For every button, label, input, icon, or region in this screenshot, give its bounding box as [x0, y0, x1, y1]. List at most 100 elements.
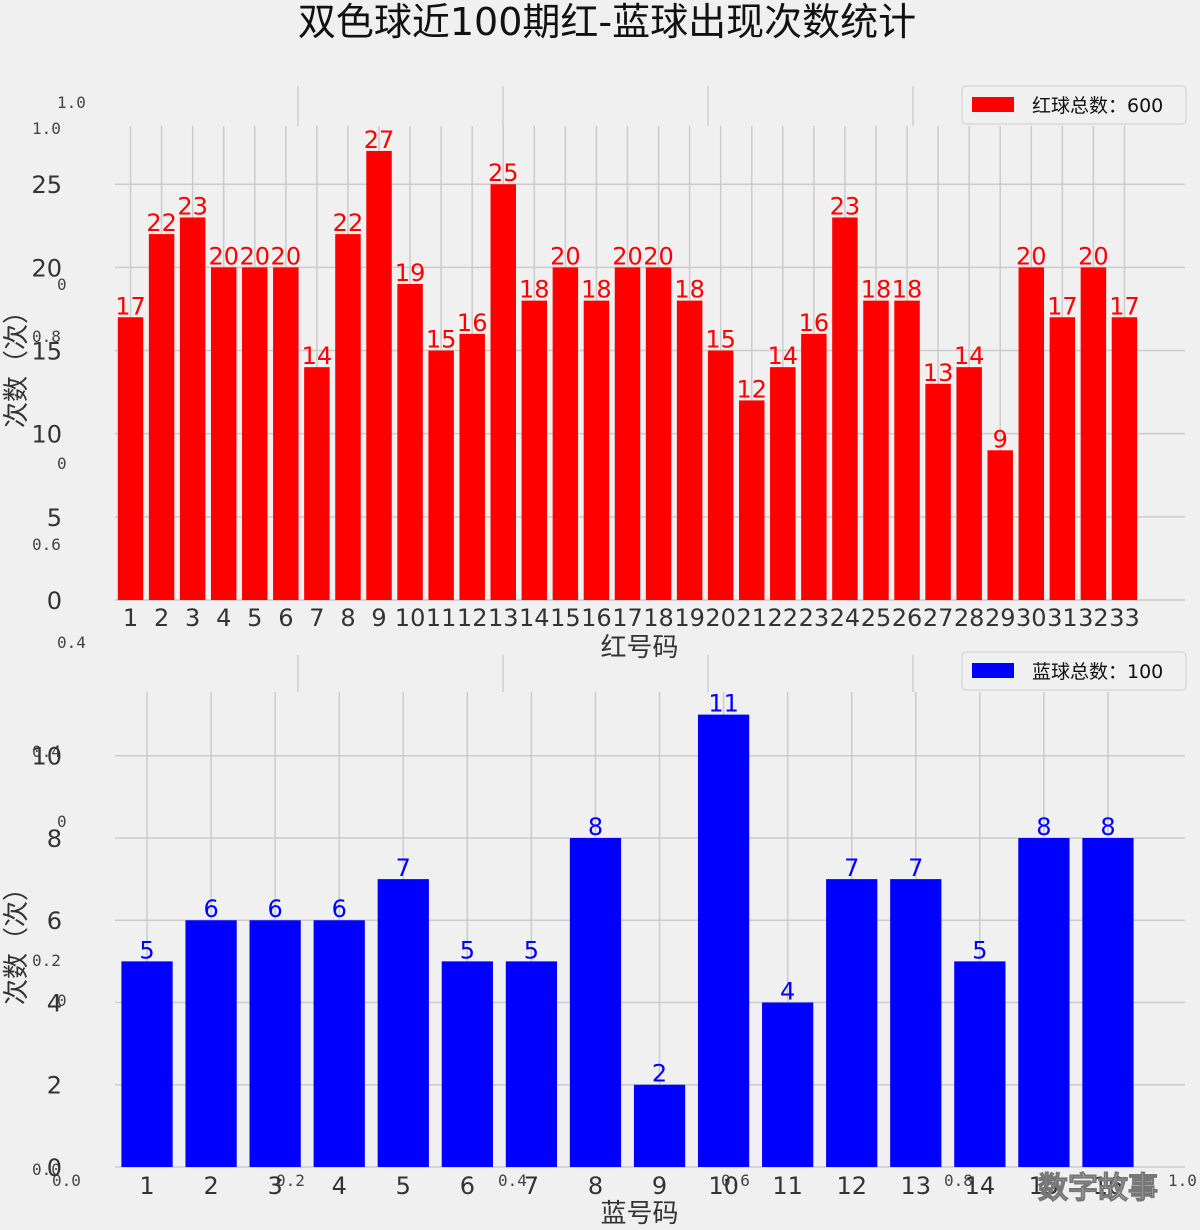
bar	[645, 267, 672, 600]
data-label: 5	[972, 936, 987, 964]
data-label: 15	[705, 326, 736, 354]
ghost-left-label: 0.2	[32, 951, 61, 970]
x-tick-label: 2	[203, 1172, 218, 1200]
ghost-left-label: 0.6	[32, 535, 61, 554]
x-tick-label: 32	[1078, 604, 1109, 632]
y-tick-label: 15	[31, 338, 62, 366]
legend: 红球总数：600	[961, 85, 1187, 125]
data-label: 12	[736, 375, 767, 403]
x-tick-label: 12	[836, 1172, 867, 1200]
data-label: 17	[1109, 292, 1140, 320]
data-label: 20	[239, 242, 270, 270]
ghost-left-label: 0.4	[32, 742, 61, 761]
bar	[954, 961, 1006, 1167]
legend-swatch	[972, 663, 1014, 678]
x-tick-label: 4	[332, 1172, 347, 1200]
bar	[304, 367, 330, 600]
bar	[890, 879, 942, 1167]
data-label: 18	[892, 276, 923, 304]
bar	[925, 383, 951, 600]
x-tick-label: 31	[1047, 604, 1078, 632]
ghost-left-label: 0.0	[32, 1160, 61, 1179]
x-tick-label: 21	[736, 604, 767, 632]
data-label: 20	[550, 242, 581, 270]
data-label: 27	[364, 126, 395, 154]
ghost-left-label: 0	[57, 454, 67, 473]
y-tick-label: 20	[31, 254, 62, 282]
bar	[863, 300, 889, 600]
legend: 蓝球总数：100	[961, 651, 1187, 691]
bar	[441, 961, 493, 1167]
background-ghost-axis: 1.0 1.0 0 0.8 0 0.6 0.4 0.4 0 0.2 0 0.0 …	[32, 86, 1197, 1190]
x-tick-label: 3	[185, 604, 200, 632]
bar	[505, 961, 558, 1167]
bar	[273, 267, 299, 600]
data-label: 5	[524, 936, 539, 964]
x-tick-label: 23	[799, 604, 830, 632]
x-tick-label: 13	[488, 604, 519, 632]
x-tick-label: 18	[643, 604, 674, 632]
legend-box	[961, 651, 1187, 691]
x-tick-label: 5	[247, 604, 262, 632]
bar	[377, 879, 429, 1167]
bar	[148, 234, 175, 600]
data-label: 22	[333, 209, 364, 237]
x-tick-label: 10	[395, 604, 426, 632]
blue-ball-chart: 0246810516263647556578829111041171271351…	[2, 651, 1187, 1229]
y-tick-label: 25	[31, 171, 62, 199]
bars	[117, 150, 1138, 601]
bar	[428, 350, 454, 600]
bar	[894, 300, 920, 600]
data-label: 18	[674, 276, 705, 304]
bar	[801, 333, 827, 600]
y-tick-label: 2	[47, 1072, 62, 1100]
data-label: 6	[268, 895, 283, 923]
bar	[832, 217, 858, 600]
bar	[1080, 267, 1107, 600]
legend-box	[961, 85, 1187, 125]
bar	[366, 150, 392, 600]
x-tick-label: 17	[612, 604, 643, 632]
x-tick-label: 7	[524, 1172, 539, 1200]
x-tick-label: 30	[1016, 604, 1047, 632]
bar	[459, 333, 485, 600]
data-label: 14	[302, 342, 333, 370]
x-tick-label: 27	[923, 604, 954, 632]
bar	[569, 837, 622, 1167]
data-label: 19	[395, 259, 426, 287]
x-tick-label: 1	[123, 604, 138, 632]
bar	[313, 920, 365, 1167]
chart-title: 双色球近100期红-蓝球出现次数统计	[298, 0, 916, 44]
data-label: 4	[780, 977, 795, 1005]
data-label: 23	[830, 192, 861, 220]
bar	[490, 184, 516, 601]
watermark: 数字故事	[1038, 1171, 1158, 1206]
ghost-left-label: 1.0	[32, 119, 61, 138]
legend-label: 蓝球总数：100	[1032, 661, 1163, 683]
x-tick-label: 3	[268, 1172, 283, 1200]
data-label: 16	[799, 309, 830, 337]
data-label: 2	[652, 1060, 667, 1088]
data-label: 18	[861, 276, 892, 304]
bar	[583, 300, 610, 600]
x-tick-label: 19	[674, 604, 705, 632]
data-label: 20	[612, 242, 643, 270]
bar	[121, 961, 173, 1167]
bar	[770, 367, 796, 600]
bar	[179, 217, 206, 600]
y-tick-label: 4	[47, 989, 62, 1017]
data-label: 23	[177, 192, 208, 220]
data-label: 25	[488, 159, 519, 187]
x-tick-label: 10	[708, 1172, 739, 1200]
y-tick-label: 0	[47, 587, 62, 615]
y-axis-label: 次数（次）	[2, 298, 32, 428]
data-label: 22	[146, 209, 177, 237]
y-tick-label: 8	[47, 825, 62, 853]
x-tick-label: 13	[901, 1172, 932, 1200]
ghost-left-label: 0	[57, 275, 67, 294]
y-tick-label: 0	[47, 1154, 62, 1182]
x-tick-label: 28	[954, 604, 985, 632]
ghost-left-label: 0.8	[32, 327, 61, 346]
y-tick-label: 10	[31, 743, 62, 771]
